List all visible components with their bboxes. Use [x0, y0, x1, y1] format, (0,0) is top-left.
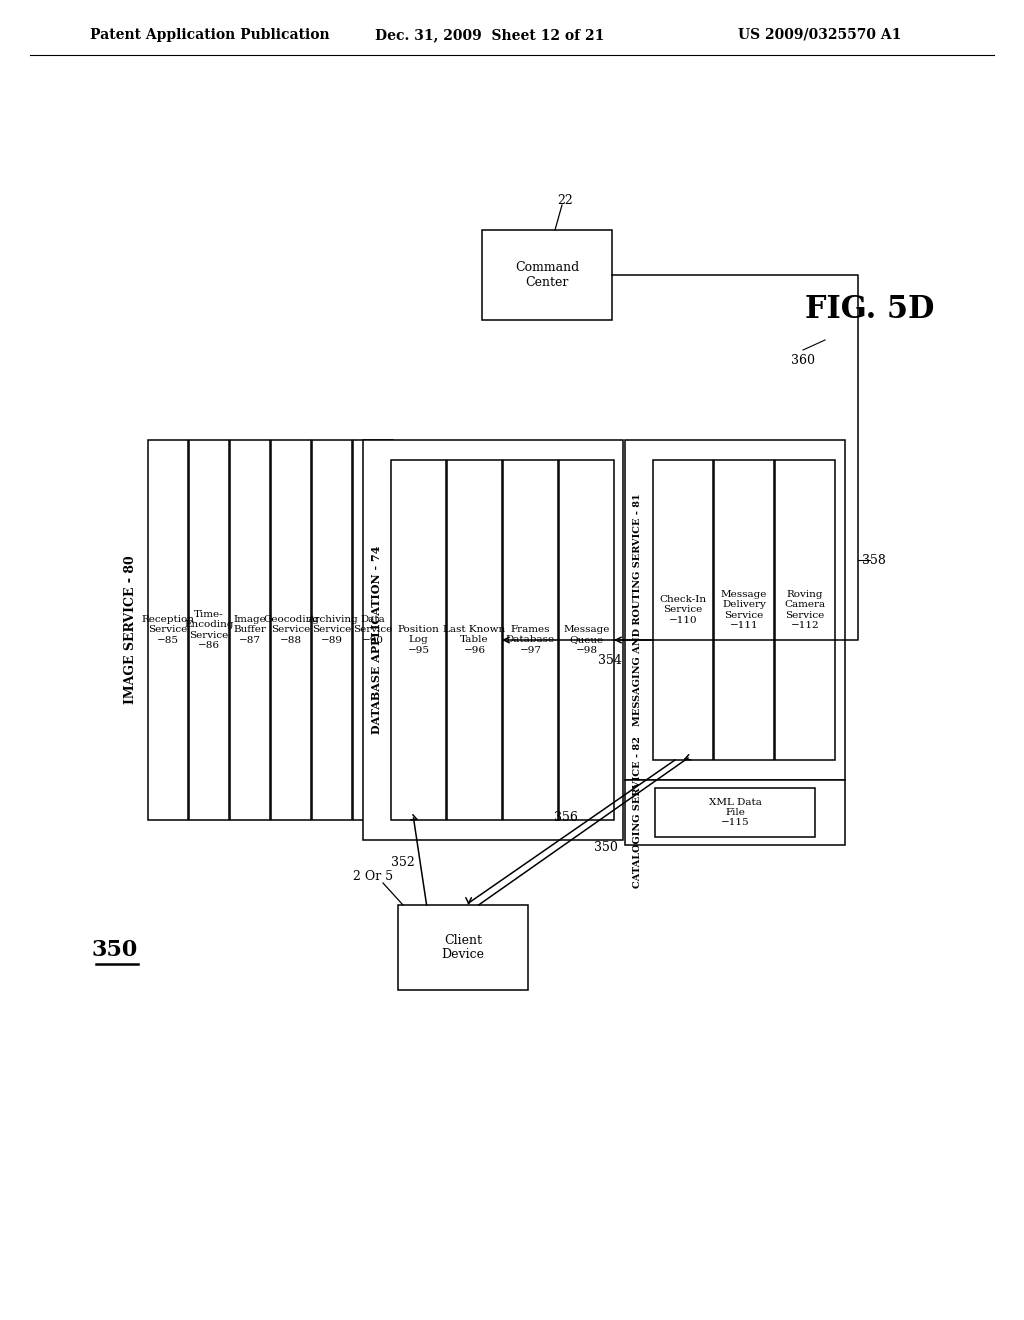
Bar: [655, 788, 815, 837]
Bar: [391, 459, 446, 820]
Text: Data
Service
−90: Data Service −90: [353, 615, 392, 645]
Text: FIG. 5D: FIG. 5D: [805, 294, 935, 326]
Text: 354: 354: [598, 653, 622, 667]
Text: XML Data
File
−115: XML Data File −115: [709, 797, 762, 828]
Text: Message
Delivery
Service
−111: Message Delivery Service −111: [721, 590, 767, 630]
Text: 350: 350: [92, 939, 138, 961]
Text: Patent Application Publication: Patent Application Publication: [90, 28, 330, 42]
Bar: [362, 440, 623, 840]
Bar: [714, 459, 774, 760]
Bar: [189, 440, 229, 820]
Text: Message
Queue
−98: Message Queue −98: [563, 626, 609, 655]
Text: 356: 356: [554, 810, 578, 824]
Text: Client
Device: Client Device: [441, 933, 484, 961]
Text: Image
Buffer
−87: Image Buffer −87: [233, 615, 266, 645]
Bar: [312, 440, 352, 820]
Text: Command
Center: Command Center: [515, 261, 580, 289]
Bar: [353, 440, 393, 820]
Text: MESSAGING AND ROUTING SERVICE - 81: MESSAGING AND ROUTING SERVICE - 81: [634, 494, 642, 726]
Text: Geocoding
Service
−88: Geocoding Service −88: [263, 615, 319, 645]
Text: Check-In
Service
−110: Check-In Service −110: [659, 595, 707, 624]
Text: Last Known
Table
−96: Last Known Table −96: [443, 626, 506, 655]
Text: Dec. 31, 2009  Sheet 12 of 21: Dec. 31, 2009 Sheet 12 of 21: [376, 28, 605, 42]
Text: Time-
Encoding
Service
−86: Time- Encoding Service −86: [184, 610, 233, 651]
Bar: [398, 906, 528, 990]
Text: 350: 350: [594, 841, 617, 854]
Text: Position
Log
−95: Position Log −95: [397, 626, 439, 655]
Text: CATALOGING SERVICE - 82: CATALOGING SERVICE - 82: [634, 737, 642, 888]
Text: Frames
Database
−97: Frames Database −97: [506, 626, 555, 655]
Bar: [625, 780, 845, 845]
Bar: [775, 459, 835, 760]
Bar: [559, 459, 614, 820]
Text: Reception
Service
−85: Reception Service −85: [141, 615, 195, 645]
Text: DATABASE APPLICATION - 74: DATABASE APPLICATION - 74: [371, 545, 382, 734]
Text: Archiving
Service
−89: Archiving Service −89: [306, 615, 357, 645]
Text: 360: 360: [791, 354, 815, 367]
Bar: [482, 230, 612, 319]
Bar: [271, 440, 311, 820]
Bar: [503, 459, 558, 820]
Text: US 2009/0325570 A1: US 2009/0325570 A1: [738, 28, 902, 42]
Bar: [447, 459, 502, 820]
Text: 22: 22: [557, 194, 572, 206]
Bar: [148, 440, 188, 820]
Bar: [625, 440, 845, 780]
Text: IMAGE SERVICE - 80: IMAGE SERVICE - 80: [124, 556, 136, 705]
Text: Roving
Camera
Service
−112: Roving Camera Service −112: [784, 590, 825, 630]
Text: 2 Or 5: 2 Or 5: [353, 870, 393, 883]
Text: 358: 358: [862, 553, 886, 566]
Text: 352: 352: [391, 855, 415, 869]
Bar: [653, 459, 713, 760]
Bar: [230, 440, 270, 820]
